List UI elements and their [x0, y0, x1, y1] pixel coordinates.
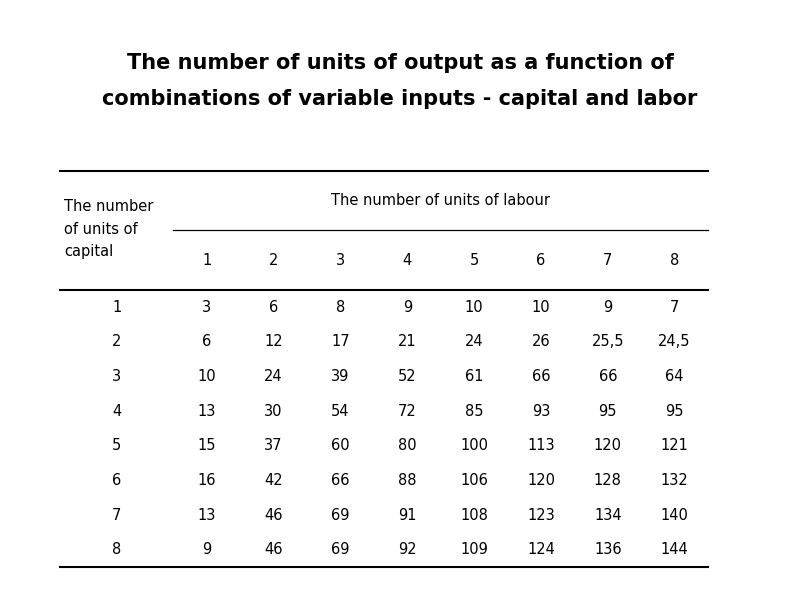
Text: 66: 66	[532, 369, 550, 384]
Text: 10: 10	[465, 299, 483, 314]
Text: 6: 6	[112, 473, 122, 488]
Text: 5: 5	[112, 438, 122, 453]
Text: capital: capital	[64, 244, 114, 259]
Text: 136: 136	[594, 542, 622, 557]
Text: 93: 93	[532, 404, 550, 419]
Text: 4: 4	[112, 404, 122, 419]
Text: 2: 2	[112, 334, 122, 349]
Text: 24: 24	[264, 369, 283, 384]
Text: 24: 24	[465, 334, 483, 349]
Text: 37: 37	[264, 438, 283, 453]
Text: 66: 66	[331, 473, 350, 488]
Text: 134: 134	[594, 508, 622, 523]
Text: 7: 7	[670, 299, 679, 314]
Text: 46: 46	[264, 542, 283, 557]
Text: 8: 8	[336, 299, 345, 314]
Text: 60: 60	[331, 438, 350, 453]
Text: 95: 95	[666, 404, 684, 419]
Text: The number of units of output as a function of: The number of units of output as a funct…	[126, 53, 674, 73]
Text: 8: 8	[670, 253, 679, 268]
Text: 108: 108	[460, 508, 488, 523]
Text: 7: 7	[112, 508, 122, 523]
Text: 120: 120	[594, 438, 622, 453]
Text: 121: 121	[661, 438, 689, 453]
Text: 85: 85	[465, 404, 483, 419]
Text: 123: 123	[527, 508, 555, 523]
Text: 12: 12	[264, 334, 283, 349]
Text: 6: 6	[536, 253, 546, 268]
Text: 52: 52	[398, 369, 417, 384]
Text: 8: 8	[112, 542, 122, 557]
Text: 140: 140	[661, 508, 689, 523]
Text: 6: 6	[202, 334, 211, 349]
Text: 106: 106	[460, 473, 488, 488]
Text: 72: 72	[398, 404, 417, 419]
Text: 1: 1	[112, 299, 122, 314]
Text: 10: 10	[198, 369, 216, 384]
Text: 26: 26	[532, 334, 550, 349]
Text: 42: 42	[264, 473, 283, 488]
Text: 24,5: 24,5	[658, 334, 691, 349]
Text: 100: 100	[460, 438, 488, 453]
Text: 88: 88	[398, 473, 417, 488]
Text: The number of units of labour: The number of units of labour	[331, 193, 550, 208]
Text: combinations of variable inputs - capital and labor: combinations of variable inputs - capita…	[102, 89, 698, 109]
Text: 91: 91	[398, 508, 417, 523]
Text: 120: 120	[527, 473, 555, 488]
Text: 3: 3	[336, 253, 345, 268]
Text: 124: 124	[527, 542, 555, 557]
Text: 7: 7	[603, 253, 613, 268]
Text: 54: 54	[331, 404, 350, 419]
Text: 61: 61	[465, 369, 483, 384]
Text: 6: 6	[269, 299, 278, 314]
Text: of units of: of units of	[64, 221, 138, 236]
Text: The number: The number	[64, 199, 154, 214]
Text: 132: 132	[661, 473, 689, 488]
Text: 9: 9	[402, 299, 412, 314]
Text: 13: 13	[198, 404, 216, 419]
Text: 92: 92	[398, 542, 417, 557]
Text: 69: 69	[331, 508, 350, 523]
Text: 5: 5	[470, 253, 478, 268]
Text: 15: 15	[198, 438, 216, 453]
Text: 17: 17	[331, 334, 350, 349]
Text: 3: 3	[202, 299, 211, 314]
Text: 69: 69	[331, 542, 350, 557]
Text: 46: 46	[264, 508, 283, 523]
Text: 21: 21	[398, 334, 417, 349]
Text: 1: 1	[202, 253, 211, 268]
Text: 95: 95	[598, 404, 617, 419]
Text: 10: 10	[532, 299, 550, 314]
Text: 113: 113	[527, 438, 554, 453]
Text: 9: 9	[202, 542, 211, 557]
Text: 25,5: 25,5	[591, 334, 624, 349]
Text: 144: 144	[661, 542, 689, 557]
Text: 66: 66	[598, 369, 617, 384]
Text: 13: 13	[198, 508, 216, 523]
Text: 39: 39	[331, 369, 350, 384]
Text: 128: 128	[594, 473, 622, 488]
Text: 9: 9	[603, 299, 612, 314]
Text: 2: 2	[269, 253, 278, 268]
Text: 16: 16	[198, 473, 216, 488]
Text: 3: 3	[112, 369, 122, 384]
Text: 30: 30	[264, 404, 283, 419]
Text: 80: 80	[398, 438, 417, 453]
Text: 4: 4	[402, 253, 412, 268]
Text: 64: 64	[666, 369, 684, 384]
Text: 109: 109	[460, 542, 488, 557]
